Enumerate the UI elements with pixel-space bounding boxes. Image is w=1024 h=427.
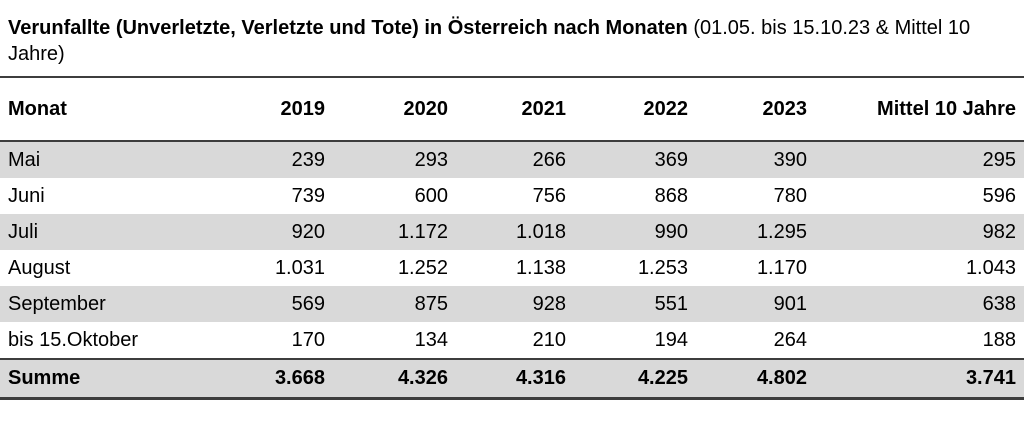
column-header-mittel: Mittel 10 Jahre bbox=[807, 78, 1024, 142]
table-row-juli: Juli 920 1.172 1.018 990 1.295 982 bbox=[0, 214, 1024, 250]
cell-value: 1.031 bbox=[274, 256, 325, 279]
cell-value: 756 bbox=[532, 184, 566, 207]
cell-value: 868 bbox=[654, 184, 688, 207]
total-cell-value: 3.668 bbox=[210, 359, 325, 400]
cell-value: 188 bbox=[807, 322, 1024, 360]
cell-value: 920 bbox=[291, 220, 325, 243]
total-cell-value: 4.316 bbox=[448, 359, 566, 400]
table-row-bis-15-oktober: bis 15.Oktober 170 134 210 194 264 188 bbox=[0, 322, 1024, 360]
cell-value: 1.253 bbox=[637, 256, 688, 279]
cell-value: 210 bbox=[448, 322, 566, 360]
cell-value: 1.295 bbox=[756, 220, 807, 243]
row-label: Juni bbox=[8, 184, 45, 207]
column-header-2022: 2022 bbox=[566, 78, 688, 142]
cell-value: 780 bbox=[773, 184, 807, 207]
cell-value: 1.170 bbox=[756, 256, 807, 279]
total-row-summe: Summe 3.668 4.326 4.316 4.225 4.802 3.74… bbox=[0, 359, 1024, 400]
table-row-august: August 1.031 1.252 1.138 1.253 1.170 1.0… bbox=[0, 250, 1024, 286]
cell-value: 928 bbox=[532, 292, 566, 315]
cell-value: 1.018 bbox=[515, 220, 566, 243]
total-cell-value: 4.326 bbox=[325, 359, 448, 400]
cell-value: 569 bbox=[291, 292, 325, 315]
table-row-september: September 569 875 928 551 901 638 bbox=[0, 286, 1024, 322]
cell-value: 170 bbox=[210, 322, 325, 360]
cell-value: 1.252 bbox=[397, 256, 448, 279]
cell-value: 551 bbox=[654, 292, 688, 315]
cell-value: 1.043 bbox=[965, 256, 1016, 279]
cell-value: 739 bbox=[291, 184, 325, 207]
cell-value: 990 bbox=[654, 220, 688, 243]
title-normal-text: (01.05. bis 15.10.23 & Mittel 10 Jahre) bbox=[8, 17, 971, 65]
column-header-2023: 2023 bbox=[688, 78, 807, 142]
column-header-2019: 2019 bbox=[210, 78, 325, 142]
cell-value: 369 bbox=[654, 148, 688, 171]
total-cell-value: 4.802 bbox=[688, 359, 807, 400]
cell-value: 1.172 bbox=[397, 220, 448, 243]
cell-value: 596 bbox=[982, 184, 1016, 207]
cell-value: 1.138 bbox=[515, 256, 566, 279]
total-cell-value: 4.225 bbox=[566, 359, 688, 400]
cell-value: 295 bbox=[982, 148, 1016, 171]
cell-value: 264 bbox=[688, 322, 807, 360]
cell-value: 638 bbox=[982, 292, 1016, 315]
column-header-2021: 2021 bbox=[448, 78, 566, 142]
title-bold-text: Verunfallte (Unverletzte, Verletzte und … bbox=[8, 17, 688, 39]
page-title: Verunfallte (Unverletzte, Verletzte und … bbox=[0, 0, 1024, 78]
column-header-monat: Monat bbox=[0, 78, 210, 142]
cell-value: 266 bbox=[532, 148, 566, 171]
accidents-by-month-table: Monat 2019 2020 2021 2022 2023 Mittel 10… bbox=[0, 78, 1024, 400]
cell-value: 194 bbox=[566, 322, 688, 360]
cell-value: 239 bbox=[291, 148, 325, 171]
table-row-mai: Mai 239 293 266 369 390 295 bbox=[0, 141, 1024, 178]
row-label: Mai bbox=[8, 148, 41, 171]
cell-value: 875 bbox=[414, 292, 448, 315]
row-label: August bbox=[8, 256, 71, 279]
cell-value: 134 bbox=[325, 322, 448, 360]
cell-value: 293 bbox=[414, 148, 448, 171]
header-row: Monat 2019 2020 2021 2022 2023 Mittel 10… bbox=[0, 78, 1024, 142]
cell-value: 901 bbox=[773, 292, 807, 315]
table-row-juni: Juni 739 600 756 868 780 596 bbox=[0, 178, 1024, 214]
cell-value: 982 bbox=[982, 220, 1016, 243]
row-label: Juli bbox=[8, 220, 39, 243]
total-cell-value: 3.741 bbox=[807, 359, 1024, 400]
row-label: September bbox=[8, 292, 106, 315]
cell-value: 600 bbox=[414, 184, 448, 207]
cell-value: 390 bbox=[773, 148, 807, 171]
total-row-label: Summe bbox=[0, 359, 210, 400]
row-label: bis 15.Oktober bbox=[0, 322, 210, 360]
column-header-2020: 2020 bbox=[325, 78, 448, 142]
